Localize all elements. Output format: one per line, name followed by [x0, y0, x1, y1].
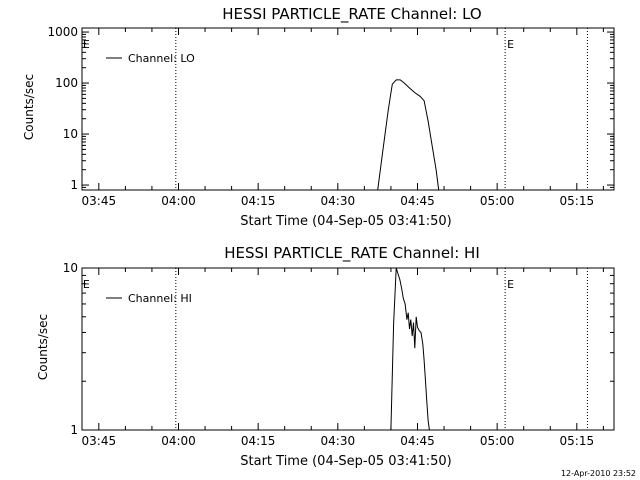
y-tick-label-lo: 1 [70, 178, 78, 192]
x-tick-label-lo: 05:00 [480, 194, 515, 208]
x-tick-label-hi: 04:00 [161, 434, 196, 448]
x-tick-label-hi: 04:45 [400, 434, 435, 448]
plot-frame-lo [81, 27, 615, 191]
legend-lo: Channel: LO [106, 52, 195, 65]
edge-label-hi: E [83, 278, 90, 291]
marker-label-lo: E [507, 38, 514, 51]
series-line-hi [390, 267, 430, 431]
marker-label-hi: E [507, 278, 514, 291]
chart-title-lo: HESSI PARTICLE_RATE Channel: LO [222, 5, 481, 24]
x-tick-label-lo: 04:45 [400, 194, 435, 208]
x-tick-label-hi: 04:15 [241, 434, 276, 448]
x-axis-label-lo: Start Time (04-Sep-05 03:41:50) [240, 214, 451, 229]
series-line-lo [377, 79, 440, 191]
edge-label-lo: E [83, 38, 90, 51]
y-tick-label-hi: 1 [70, 423, 78, 437]
y-tick-label-lo: 10 [63, 127, 78, 141]
footer-timestamp: 12-Apr-2010 23:52 [561, 469, 636, 478]
y-axis-label-hi: Counts/sec [36, 314, 50, 380]
x-axis-label-hi: Start Time (04-Sep-05 03:41:50) [240, 454, 451, 469]
y-tick-label-lo: 1000 [47, 25, 78, 39]
y-tick-label-hi: 10 [63, 261, 78, 275]
x-tick-label-lo: 04:00 [161, 194, 196, 208]
x-tick-label-lo: 04:15 [241, 194, 276, 208]
x-tick-label-hi: 03:45 [82, 434, 117, 448]
chart-title-hi: HESSI PARTICLE_RATE Channel: HI [224, 244, 480, 263]
legend-label-lo: Channel: LO [128, 52, 195, 65]
x-tick-label-hi: 05:00 [480, 434, 515, 448]
legend-hi: Channel: HI [106, 292, 192, 305]
x-tick-label-lo: 05:15 [560, 194, 595, 208]
x-tick-label-lo: 03:45 [82, 194, 117, 208]
legend-label-hi: Channel: HI [128, 292, 192, 305]
y-tick-label-lo: 100 [55, 76, 78, 90]
x-tick-label-lo: 04:30 [321, 194, 356, 208]
x-tick-label-hi: 04:30 [321, 434, 356, 448]
x-tick-label-hi: 05:15 [560, 434, 595, 448]
plot-frame-hi [81, 267, 615, 431]
y-axis-label-lo: Counts/sec [22, 74, 36, 140]
